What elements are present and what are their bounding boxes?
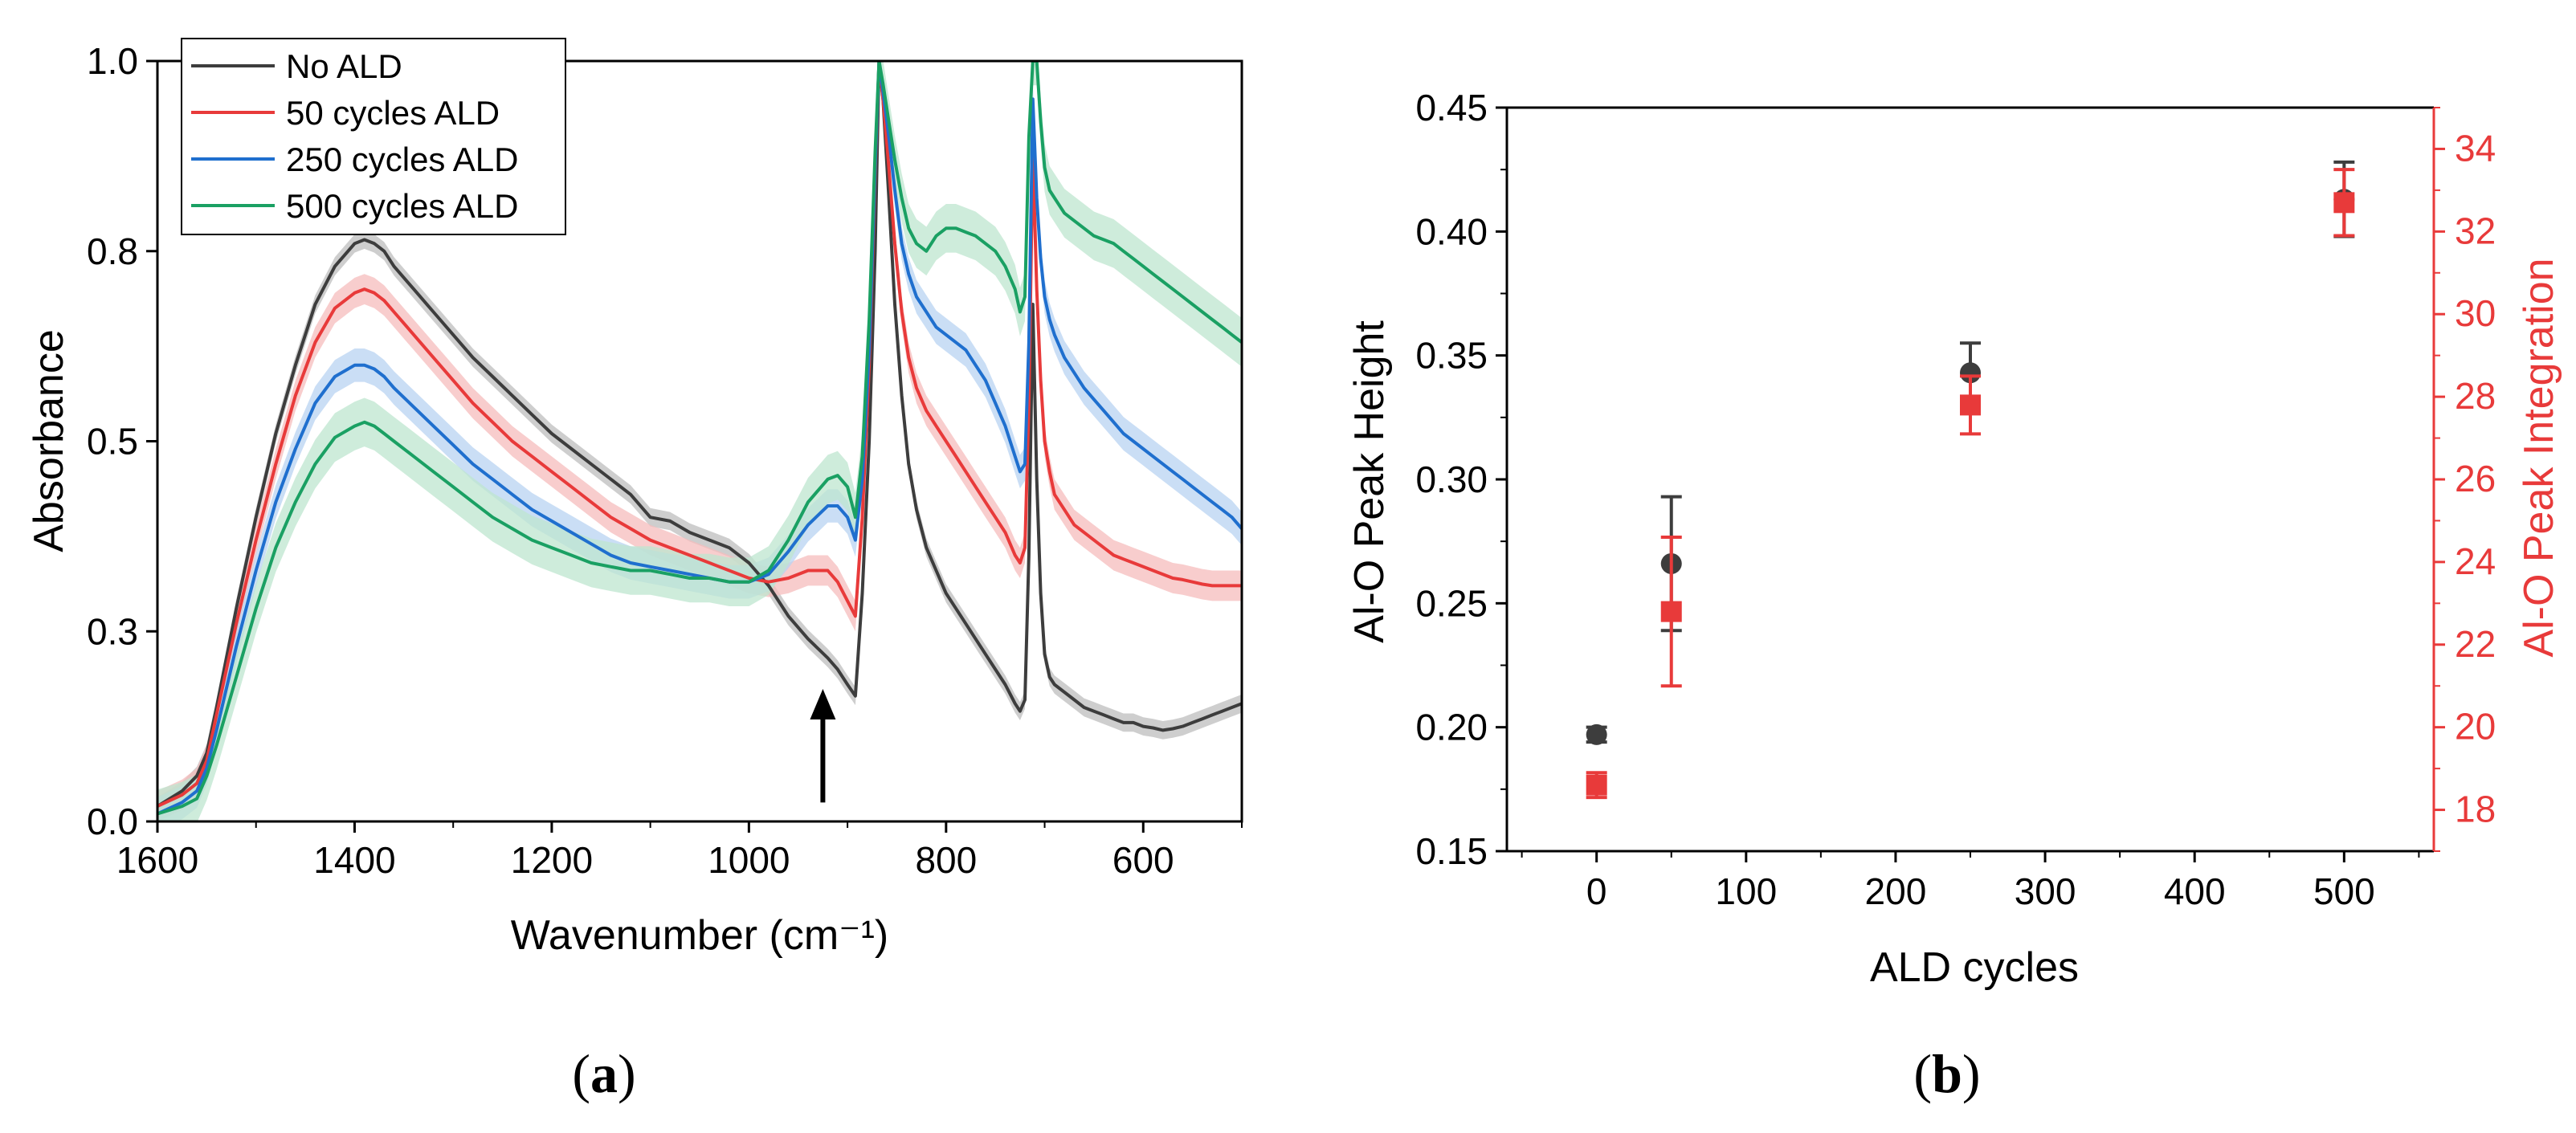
panel-b-yrtick-label: 26: [2455, 458, 2496, 499]
panel-a-series-line-0: [157, 61, 1242, 808]
panel-b-ytick-label: 0.20: [1415, 707, 1488, 748]
panel-b-chart: 0 100 200 300 400 500 0.15 0.20 0.25 0.30 0.35 0.40…: [1346, 87, 2562, 1104]
panel-a-xtick-label: 1600: [116, 839, 198, 881]
data-point-square: [1660, 601, 1682, 622]
panel-b-yrtick-label: 20: [2455, 706, 2496, 748]
panel-a-label-close: ): [618, 1043, 636, 1104]
panel-b-xtick-label: 500: [2313, 870, 2375, 912]
legend-entry-3: 500 cycles ALD: [286, 187, 519, 225]
panel-a-error-bands: [157, 61, 1242, 821]
panel-a-label-letter: a: [590, 1043, 618, 1104]
panel-b-yrtick-label: 18: [2455, 789, 2496, 830]
panel-a-xtick-label: 1400: [313, 839, 395, 881]
panel-b-ytick-label: 0.40: [1415, 210, 1488, 252]
panel-b-xtick-label: 0: [1586, 870, 1607, 912]
panel-b-xlabel: ALD cycles: [1870, 944, 2079, 991]
panel-a-ytick-label: 0.0: [87, 801, 138, 842]
panel-b-yrtick-label: 22: [2455, 623, 2496, 665]
panel-b-ytick-label: 0.15: [1415, 830, 1488, 872]
panel-b-axes: 0 100 200 300 400 500 0.15 0.20 0.25 0.30 0.35 0.40…: [1415, 87, 2496, 912]
panel-b-yrtick-label: 34: [2455, 127, 2496, 169]
panel-a-series-line-1: [157, 61, 1242, 808]
panel-a-label-open: (: [572, 1043, 590, 1104]
panel-a-ytick-label: 1.0: [87, 40, 138, 82]
data-point-square: [2333, 192, 2355, 214]
panel-b-ytick-label: 0.30: [1415, 458, 1488, 500]
panel-b-ytick-label: 0.45: [1415, 87, 1488, 128]
panel-a-band-0: [157, 61, 1242, 816]
panel-b-xtick-label: 400: [2164, 870, 2226, 912]
legend-entry-1: 50 cycles ALD: [286, 94, 500, 132]
panel-a-label: (a): [572, 1043, 635, 1104]
panel-a-ytick-label: 0.8: [87, 230, 138, 272]
panel-b-yrtick-label: 24: [2455, 540, 2496, 582]
legend-box: [181, 38, 566, 235]
data-point-square: [1586, 774, 1607, 796]
panel-b-label-close: ): [1962, 1043, 1981, 1104]
panel-a-xtick-label: 1000: [708, 839, 790, 881]
panel-b-label: (b): [1913, 1043, 1980, 1104]
panel-b-label-open: (: [1913, 1043, 1932, 1104]
panel-a-ytick-label: 0.5: [87, 421, 138, 463]
panel-a-xtick-label: 1200: [511, 839, 593, 881]
panel-a-legend: No ALD 50 cycles ALD 250 cycles ALD 500 cyc…: [181, 38, 566, 235]
panel-b-xtick-label: 300: [2015, 870, 2076, 912]
arrow-head: [810, 689, 836, 720]
panel-a-series-line-3: [157, 61, 1242, 816]
panel-b-label-letter: b: [1932, 1043, 1962, 1104]
panel-a-series-line-2: [157, 61, 1242, 816]
panel-b-ytick-label: 0.35: [1415, 335, 1488, 377]
panel-b-xtick-label: 100: [1715, 870, 1777, 912]
panel-a-band-3: [157, 61, 1242, 821]
panel-a-ytick-label: 0.3: [87, 610, 138, 652]
panel-b-yrtick-label: 28: [2455, 375, 2496, 417]
panel-b-yrtick-label: 32: [2455, 210, 2496, 251]
panel-a-chart: 1600 1400 1200 1000 800 600 0.0 0.3 0.5 0.8 1.0 Wa…: [26, 38, 1243, 1104]
data-point-square: [1960, 394, 1981, 416]
panel-a-xtick-label: 800: [915, 839, 977, 881]
panel-b-ylabel-right: Al-O Peak Integration: [2516, 258, 2562, 657]
panel-a-ylabel: Absorbance: [26, 329, 72, 552]
panel-a-arrow-annotation: [810, 689, 836, 803]
legend-entry-0: No ALD: [286, 47, 402, 85]
panel-a-ticks: 1600 1400 1200 1000 800 600 0.0 0.3 0.5 0.8 1.0: [87, 40, 1243, 881]
panel-a-series-lines: [157, 61, 1242, 816]
legend-entry-2: 250 cycles ALD: [286, 141, 519, 178]
panel-a-xlabel: Wavenumber (cm⁻¹): [511, 912, 888, 959]
panel-b-xtick-label: 200: [1865, 870, 1927, 912]
panel-b-ytick-label: 0.25: [1415, 582, 1488, 624]
data-point-circle: [1960, 362, 1981, 384]
panel-a-xtick-label: 600: [1112, 839, 1174, 881]
data-point-circle: [1586, 723, 1607, 745]
panel-b-points: [1586, 160, 2355, 800]
panel-b-yrtick-label: 30: [2455, 292, 2496, 334]
panel-b-ylabel-left: Al-O Peak Height: [1346, 320, 1393, 643]
